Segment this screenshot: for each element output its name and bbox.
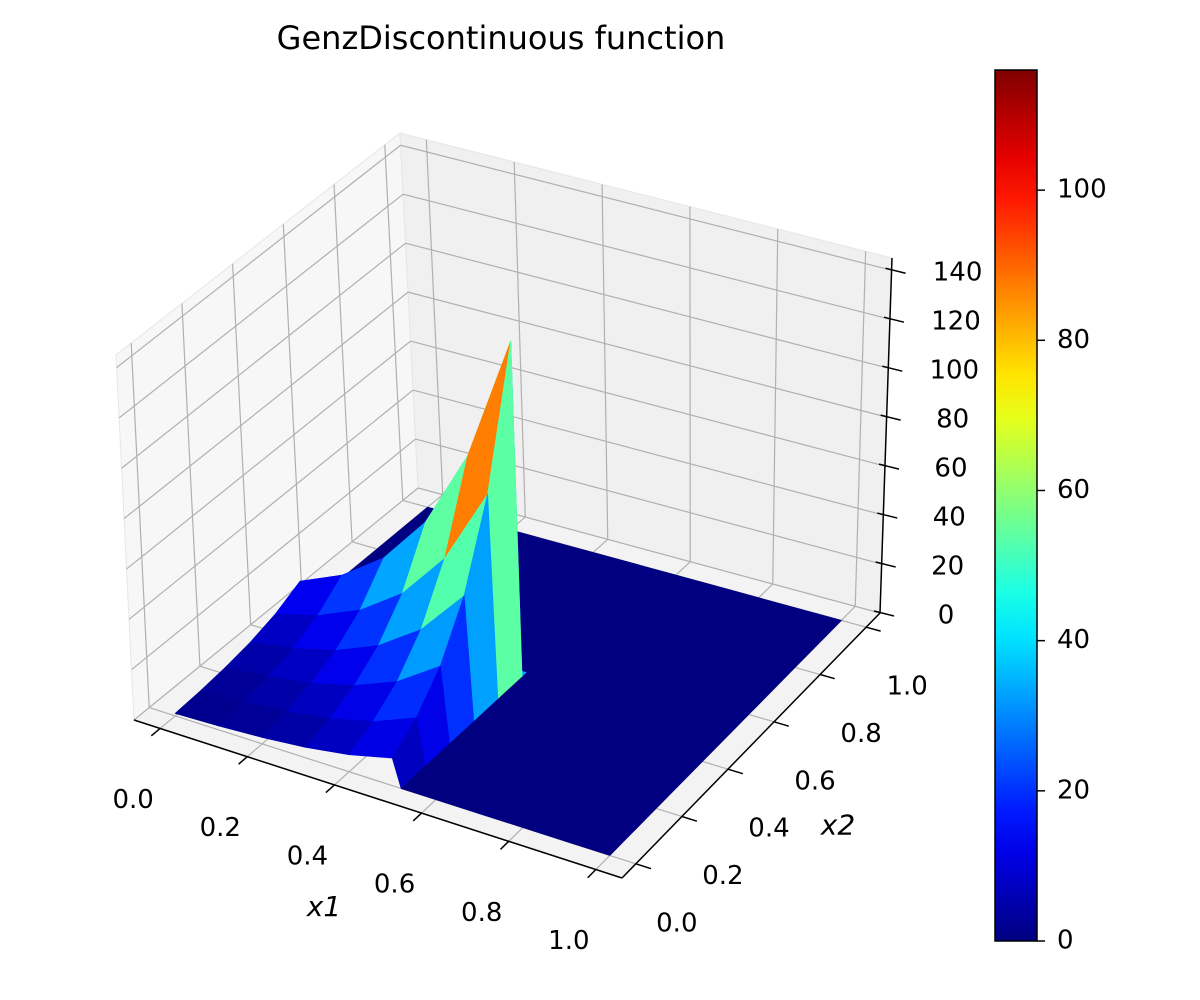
colorbar [994,69,1038,942]
grid-line [854,251,867,607]
x-tick [587,869,597,879]
grid-line [232,263,252,625]
grid-line [410,340,886,467]
y-tick [819,673,835,680]
z-tick [875,561,896,568]
z-tick-label: 60 [934,454,967,484]
z-tick-label: 80 [936,405,969,435]
grid-line [133,487,419,721]
y-tick-label: 1.0 [886,672,927,702]
y-tick-label: 0.2 [702,861,743,891]
chart-title: GenzDiscontinuous function [277,19,726,57]
y-tick-label: 0.0 [656,908,697,938]
x-tick [238,756,248,765]
colorbar-tick-label: 100 [1057,175,1107,205]
colorbar-tick-label: 40 [1057,625,1090,655]
grid-line [282,224,302,584]
z-tick-label: 40 [933,503,966,533]
x-tick-label: 0.2 [200,813,241,843]
z-tick-label: 140 [933,258,983,288]
colorbar-tick-label: 20 [1057,775,1090,805]
z-tick-label: 120 [931,307,981,337]
grid-line [405,242,889,369]
colorbar-tick-label: 80 [1057,325,1090,355]
x-tick-label: 0.8 [461,898,502,928]
grid-line [400,144,892,271]
grid-line [407,291,887,418]
grid-line [131,438,416,671]
x-tick-label: 0.4 [287,841,328,871]
y-tick-label: 0.4 [748,814,789,844]
z-tick [882,365,903,372]
grid-line [121,242,406,469]
x-tick-label: 1.0 [548,926,589,956]
z-tick [878,463,900,470]
grid-line [772,228,779,584]
z-tick-label: 20 [931,552,964,582]
grid-line [118,193,404,419]
y-axis-label: x2 [820,809,855,842]
y-tick [865,626,881,632]
z-tick-label: 0 [938,601,955,631]
z-tick-label: 100 [929,356,979,386]
grid-line [123,291,409,520]
grid-line [126,340,411,570]
x-tick-label: 0.0 [112,785,153,815]
grid-line [402,193,891,320]
x-tick [412,812,423,822]
grid-line [130,343,150,708]
grid-line [181,303,201,667]
z-tick [873,610,895,617]
z-tick [880,414,901,421]
colorbar-tick-label: 0 [1057,926,1074,956]
x-tick-label: 0.6 [374,870,415,900]
colorbar-tick-label: 60 [1057,475,1090,505]
grid-line [128,389,414,620]
y-tick [773,721,790,727]
y-tick [727,768,744,775]
y-tick [635,863,652,870]
grid-line [425,139,444,495]
y-tick-label: 0.6 [794,766,835,796]
x-axis-line [133,719,623,879]
y-axis-line [621,612,881,879]
x-tick [499,840,510,850]
z-tick [877,512,898,519]
grid-line [333,184,353,542]
surface-face [565,817,634,856]
grid-line [384,144,404,501]
x-tick [150,727,161,737]
z-axis-line [879,257,893,614]
grid-line [116,144,401,369]
z-tick [885,267,906,274]
z-tick [883,316,905,323]
grid-line [601,184,609,540]
y-tick-label: 0.8 [840,719,881,749]
y-tick [681,815,698,822]
surface [174,340,842,856]
x-axis-label: x1 [306,890,341,923]
x-tick [325,784,335,794]
grid-line [513,161,526,518]
